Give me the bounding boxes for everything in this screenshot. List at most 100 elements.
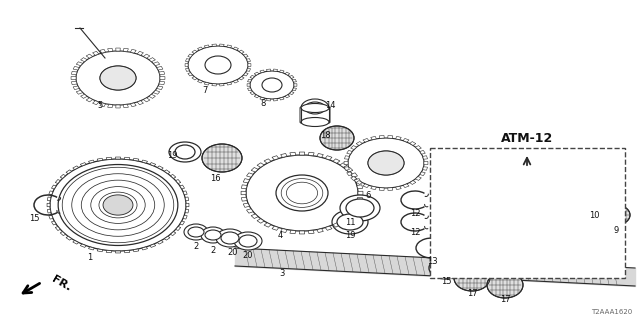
- Polygon shape: [239, 76, 244, 80]
- Polygon shape: [51, 221, 56, 225]
- Polygon shape: [186, 68, 189, 71]
- Polygon shape: [248, 79, 252, 82]
- Polygon shape: [164, 236, 170, 240]
- Ellipse shape: [91, 187, 145, 223]
- Polygon shape: [150, 244, 156, 247]
- Polygon shape: [333, 223, 340, 227]
- Polygon shape: [170, 174, 176, 178]
- Text: 17: 17: [500, 295, 510, 305]
- Polygon shape: [410, 180, 416, 184]
- Polygon shape: [66, 170, 72, 174]
- Polygon shape: [246, 209, 253, 213]
- Polygon shape: [415, 177, 421, 180]
- Polygon shape: [157, 86, 163, 90]
- Polygon shape: [133, 158, 139, 161]
- Polygon shape: [185, 64, 188, 66]
- Ellipse shape: [184, 224, 208, 240]
- Polygon shape: [248, 88, 252, 91]
- Polygon shape: [143, 98, 150, 102]
- Ellipse shape: [62, 167, 174, 243]
- Polygon shape: [88, 247, 94, 250]
- Polygon shape: [180, 185, 184, 189]
- Polygon shape: [356, 180, 362, 184]
- Bar: [430, 148, 625, 278]
- Polygon shape: [115, 251, 120, 253]
- Ellipse shape: [100, 66, 136, 90]
- Polygon shape: [192, 76, 197, 80]
- Text: 7: 7: [202, 85, 208, 94]
- Text: 8: 8: [260, 99, 266, 108]
- Ellipse shape: [246, 155, 358, 231]
- Ellipse shape: [585, 194, 603, 206]
- Polygon shape: [97, 249, 103, 252]
- Polygon shape: [76, 62, 83, 66]
- Polygon shape: [234, 80, 239, 83]
- Polygon shape: [246, 68, 250, 71]
- Ellipse shape: [169, 142, 201, 162]
- Polygon shape: [247, 84, 250, 86]
- Polygon shape: [344, 156, 349, 159]
- Polygon shape: [246, 59, 250, 62]
- Polygon shape: [272, 226, 279, 230]
- Polygon shape: [73, 240, 79, 244]
- Polygon shape: [188, 54, 193, 57]
- Polygon shape: [124, 250, 130, 253]
- Polygon shape: [60, 232, 65, 236]
- Polygon shape: [131, 103, 136, 107]
- Text: T2AAA1620: T2AAA1620: [591, 309, 632, 315]
- Polygon shape: [47, 197, 51, 201]
- Text: 18: 18: [320, 131, 330, 140]
- Polygon shape: [357, 185, 363, 189]
- Polygon shape: [254, 72, 259, 75]
- Polygon shape: [143, 54, 150, 58]
- Ellipse shape: [281, 179, 323, 207]
- Polygon shape: [317, 228, 323, 233]
- Polygon shape: [273, 69, 278, 71]
- Polygon shape: [281, 228, 287, 233]
- Polygon shape: [344, 161, 348, 164]
- Ellipse shape: [103, 195, 133, 215]
- Polygon shape: [272, 156, 279, 160]
- Polygon shape: [273, 99, 278, 101]
- Ellipse shape: [76, 51, 160, 105]
- Text: 16: 16: [210, 173, 220, 182]
- Text: 19: 19: [345, 230, 355, 239]
- Polygon shape: [100, 49, 106, 53]
- Polygon shape: [396, 136, 401, 140]
- Ellipse shape: [346, 199, 374, 217]
- Polygon shape: [380, 188, 384, 190]
- Ellipse shape: [99, 192, 137, 218]
- Polygon shape: [204, 45, 209, 48]
- Polygon shape: [357, 197, 363, 201]
- Polygon shape: [415, 146, 421, 149]
- Polygon shape: [47, 203, 50, 207]
- Polygon shape: [81, 58, 87, 62]
- Polygon shape: [73, 86, 79, 90]
- Ellipse shape: [287, 182, 317, 204]
- Polygon shape: [289, 92, 294, 95]
- Text: 14: 14: [324, 100, 335, 109]
- Polygon shape: [410, 141, 416, 145]
- Polygon shape: [420, 172, 426, 176]
- Ellipse shape: [216, 229, 244, 247]
- Polygon shape: [257, 163, 264, 167]
- Polygon shape: [88, 160, 94, 163]
- Ellipse shape: [262, 78, 282, 92]
- Polygon shape: [388, 136, 393, 138]
- Polygon shape: [351, 177, 356, 180]
- Polygon shape: [254, 95, 259, 98]
- Polygon shape: [280, 70, 284, 73]
- Text: 20: 20: [243, 252, 253, 260]
- Polygon shape: [424, 161, 428, 164]
- Polygon shape: [212, 44, 216, 46]
- Polygon shape: [243, 179, 250, 183]
- Polygon shape: [260, 97, 264, 100]
- Polygon shape: [133, 249, 139, 252]
- Polygon shape: [380, 136, 384, 138]
- Polygon shape: [257, 219, 264, 223]
- Polygon shape: [325, 156, 332, 160]
- Ellipse shape: [175, 145, 195, 159]
- Polygon shape: [137, 101, 143, 105]
- Ellipse shape: [58, 164, 178, 245]
- Ellipse shape: [301, 99, 329, 117]
